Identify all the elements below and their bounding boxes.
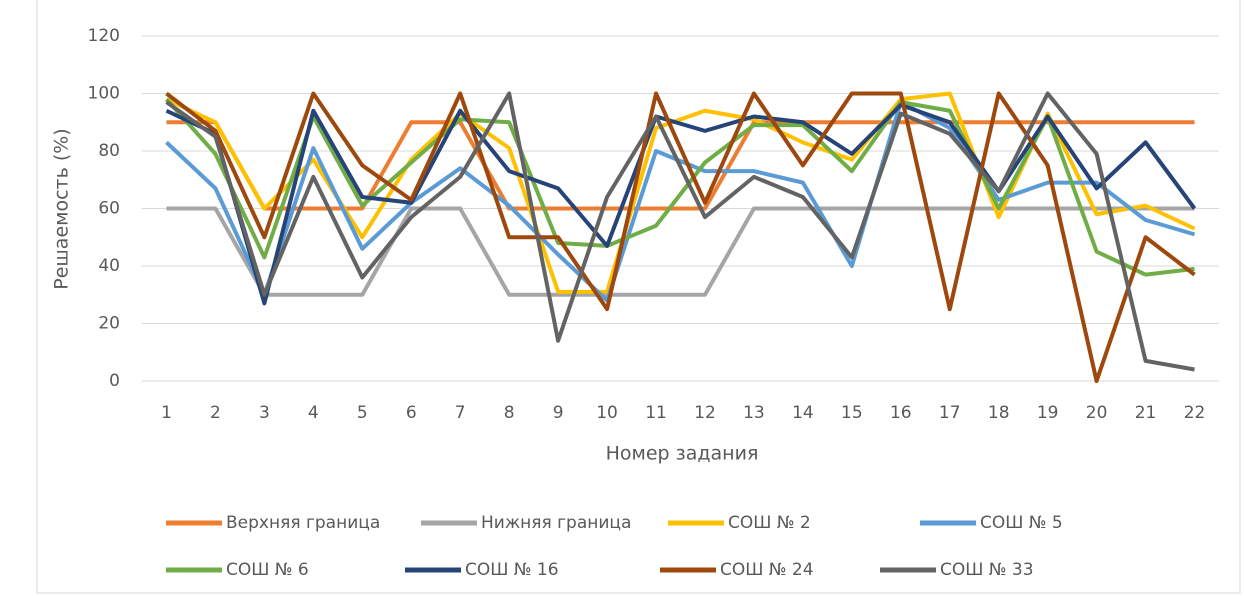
x-tick-label: 1 xyxy=(161,403,172,423)
series-line xyxy=(165,100,1196,303)
y-axis-label: Решаемость (%) xyxy=(51,128,73,289)
series-line xyxy=(165,91,1196,383)
legend-label: СОШ № 6 xyxy=(226,560,309,580)
x-tick-label: 6 xyxy=(406,403,417,423)
x-tick-label: 17 xyxy=(939,403,961,423)
x-tick-label: 10 xyxy=(596,403,618,423)
x-tick-label: 7 xyxy=(455,403,466,423)
x-tick-label: 9 xyxy=(553,403,564,423)
x-tick-label: 16 xyxy=(890,403,912,423)
x-tick-label: 14 xyxy=(792,403,814,423)
series-line xyxy=(165,91,1195,372)
x-tick-label: 4 xyxy=(308,403,319,423)
legend-label: СОШ № 16 xyxy=(465,560,559,580)
y-tick-label: 0 xyxy=(109,371,120,391)
legend-label: Верхняя граница xyxy=(226,513,380,533)
x-axis-label: Номер задания xyxy=(606,443,759,465)
legend-label: СОШ № 24 xyxy=(720,560,814,580)
y-tick-label: 100 xyxy=(88,84,120,104)
y-tick-label: 60 xyxy=(98,199,120,219)
legend-label: СОШ № 33 xyxy=(940,560,1034,580)
x-tick-label: 3 xyxy=(259,403,270,423)
x-tick-label: 8 xyxy=(504,403,515,423)
legend-label: СОШ № 5 xyxy=(980,513,1063,533)
x-tick-label: 12 xyxy=(694,403,716,423)
x-tick-label: 21 xyxy=(1135,403,1157,423)
x-tick-label: 19 xyxy=(1037,403,1059,423)
y-tick-label: 120 xyxy=(88,26,120,46)
x-tick-label: 2 xyxy=(210,403,221,423)
x-tick-label: 13 xyxy=(743,403,765,423)
series-line xyxy=(166,120,1195,211)
series-line xyxy=(166,206,1195,297)
x-tick-label: 11 xyxy=(645,403,667,423)
y-tick-label: 40 xyxy=(98,256,120,276)
y-tick-label: 20 xyxy=(98,314,120,334)
x-tick-label: 20 xyxy=(1086,403,1108,423)
x-tick-label: 5 xyxy=(357,403,368,423)
legend-label: СОШ № 2 xyxy=(728,513,811,533)
x-tick-label: 22 xyxy=(1184,403,1206,423)
series-line xyxy=(165,103,1197,306)
x-tick-label: 18 xyxy=(988,403,1010,423)
y-tick-label: 80 xyxy=(98,141,120,161)
x-tick-label: 15 xyxy=(841,403,863,423)
series-line xyxy=(164,97,1195,277)
legend-label: Нижняя граница xyxy=(481,513,631,533)
